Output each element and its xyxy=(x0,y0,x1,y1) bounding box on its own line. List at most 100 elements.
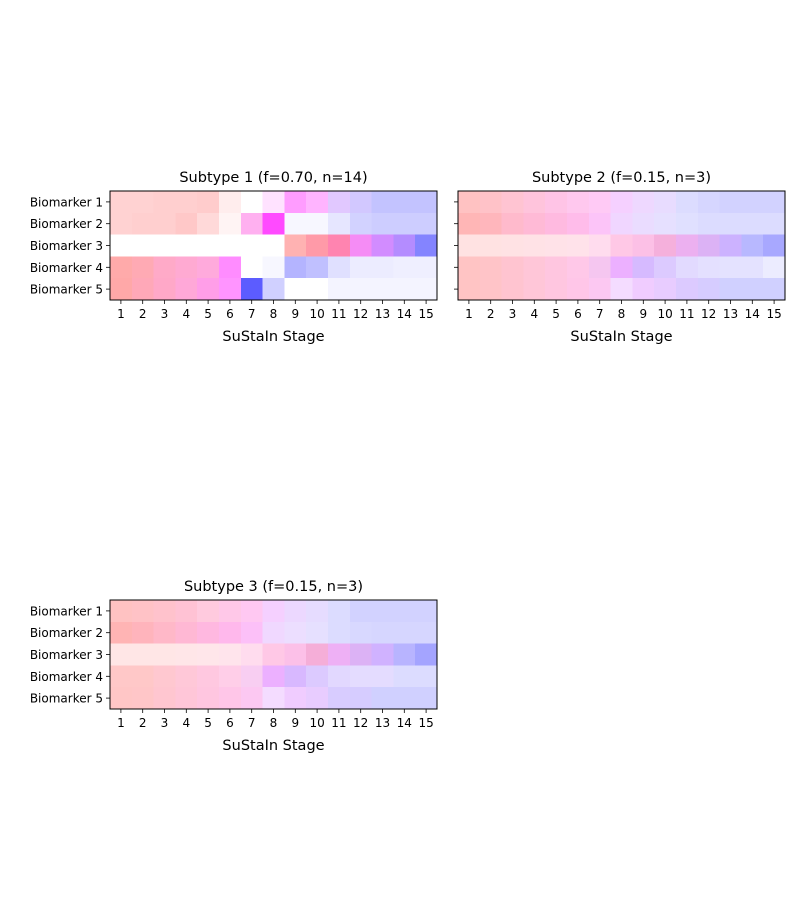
heatmap-cell xyxy=(741,256,764,279)
heatmap-cell xyxy=(110,234,133,257)
heatmap-cell xyxy=(501,278,524,301)
heatmap-cell xyxy=(588,278,611,301)
x-tick-label: 1 xyxy=(117,307,125,321)
heatmap-cell xyxy=(175,643,198,666)
heatmap-cell xyxy=(371,256,394,279)
heatmap-cell xyxy=(697,191,720,214)
heatmap-cell xyxy=(153,212,176,235)
heatmap-cell xyxy=(763,234,786,257)
heatmap-cell xyxy=(175,621,198,644)
heatmap-cell xyxy=(131,687,154,710)
heatmap-cell xyxy=(371,234,394,257)
heatmap-cell xyxy=(240,256,263,279)
heatmap-cell xyxy=(262,212,285,235)
heatmap-cell xyxy=(349,643,372,666)
x-tick-label: 6 xyxy=(574,307,582,321)
heatmap-cell xyxy=(719,191,742,214)
subtype-title: Subtype 1 (f=0.70, n=14) xyxy=(179,170,367,186)
heatmap-cell xyxy=(153,600,176,623)
heatmap-cell xyxy=(197,600,220,623)
heatmap-cell xyxy=(284,621,307,644)
heatmap-cell xyxy=(219,256,242,279)
heatmap-cell xyxy=(262,643,285,666)
heatmap-cell xyxy=(697,278,720,301)
heatmap-cell xyxy=(393,687,416,710)
heatmap-cell xyxy=(328,621,351,644)
heatmap-cell xyxy=(632,256,655,279)
heatmap-cell xyxy=(545,234,568,257)
x-tick-label: 4 xyxy=(182,716,190,730)
heatmap-cell xyxy=(654,278,677,301)
heatmap-cell xyxy=(415,191,438,214)
heatmap-cell xyxy=(175,687,198,710)
heatmap-cell xyxy=(415,665,438,688)
heatmap-cell xyxy=(349,687,372,710)
x-tick-label: 11 xyxy=(331,307,346,321)
heatmap-cell xyxy=(741,191,764,214)
heatmap-cell xyxy=(567,278,590,301)
heatmap-cell xyxy=(240,687,263,710)
heatmap-cell xyxy=(654,191,677,214)
heatmap-cell xyxy=(328,278,351,301)
x-tick-label: 1 xyxy=(465,307,473,321)
heatmap-cell xyxy=(393,212,416,235)
heatmap-cell xyxy=(219,234,242,257)
heatmap-cell xyxy=(197,687,220,710)
heatmap-cell xyxy=(676,278,699,301)
x-tick-label: 13 xyxy=(375,716,390,730)
heatmap-cell xyxy=(676,191,699,214)
heatmap-cell xyxy=(153,278,176,301)
heatmap-cell xyxy=(328,212,351,235)
heatmap-cell xyxy=(262,600,285,623)
x-axis-label: SuStaIn Stage xyxy=(570,329,672,345)
heatmap-cell xyxy=(458,191,481,214)
heatmap-cell xyxy=(284,665,307,688)
heatmap-cell xyxy=(175,212,198,235)
heatmap-cell xyxy=(479,278,502,301)
heatmap-cell xyxy=(545,212,568,235)
subtype-title: Subtype 3 (f=0.15, n=3) xyxy=(184,579,363,595)
heatmap-cell xyxy=(654,234,677,257)
x-tick-label: 1 xyxy=(117,716,125,730)
heatmap-cell xyxy=(131,621,154,644)
heatmap-cell xyxy=(610,234,633,257)
x-tick-label: 3 xyxy=(161,716,169,730)
x-tick-label: 4 xyxy=(530,307,538,321)
x-tick-label: 12 xyxy=(353,307,368,321)
heatmap-cell xyxy=(632,278,655,301)
heatmap-cell xyxy=(479,256,502,279)
heatmap-cell xyxy=(415,621,438,644)
x-tick-label: 3 xyxy=(509,307,517,321)
x-tick-label: 2 xyxy=(487,307,495,321)
x-tick-label: 4 xyxy=(182,307,190,321)
heatmap-cell xyxy=(306,621,329,644)
y-tick-label: Biomarker 1 xyxy=(30,604,103,618)
heatmap-cell xyxy=(197,665,220,688)
heatmap-cell xyxy=(393,256,416,279)
heatmap-cell xyxy=(262,256,285,279)
heatmap-cell xyxy=(110,600,133,623)
heatmap-cell xyxy=(567,256,590,279)
x-tick-label: 2 xyxy=(139,307,147,321)
heatmap-cell xyxy=(632,191,655,214)
heatmap-cell xyxy=(501,191,524,214)
heatmap-cell xyxy=(153,256,176,279)
heatmap-cell xyxy=(284,600,307,623)
x-tick-label: 9 xyxy=(291,307,299,321)
heatmap-cell xyxy=(197,234,220,257)
x-tick-label: 11 xyxy=(331,716,346,730)
heatmap-cell xyxy=(349,278,372,301)
heatmap-cell xyxy=(588,191,611,214)
x-tick-label: 13 xyxy=(723,307,738,321)
heatmap-cell xyxy=(610,191,633,214)
heatmap-cell xyxy=(371,278,394,301)
heatmap-cell xyxy=(328,600,351,623)
x-tick-label: 8 xyxy=(618,307,626,321)
heatmap-cell xyxy=(415,600,438,623)
heatmap-cell xyxy=(219,191,242,214)
heatmap-cell xyxy=(479,234,502,257)
x-tick-label: 2 xyxy=(139,716,147,730)
heatmap-cell xyxy=(175,665,198,688)
heatmap-cell xyxy=(523,256,546,279)
